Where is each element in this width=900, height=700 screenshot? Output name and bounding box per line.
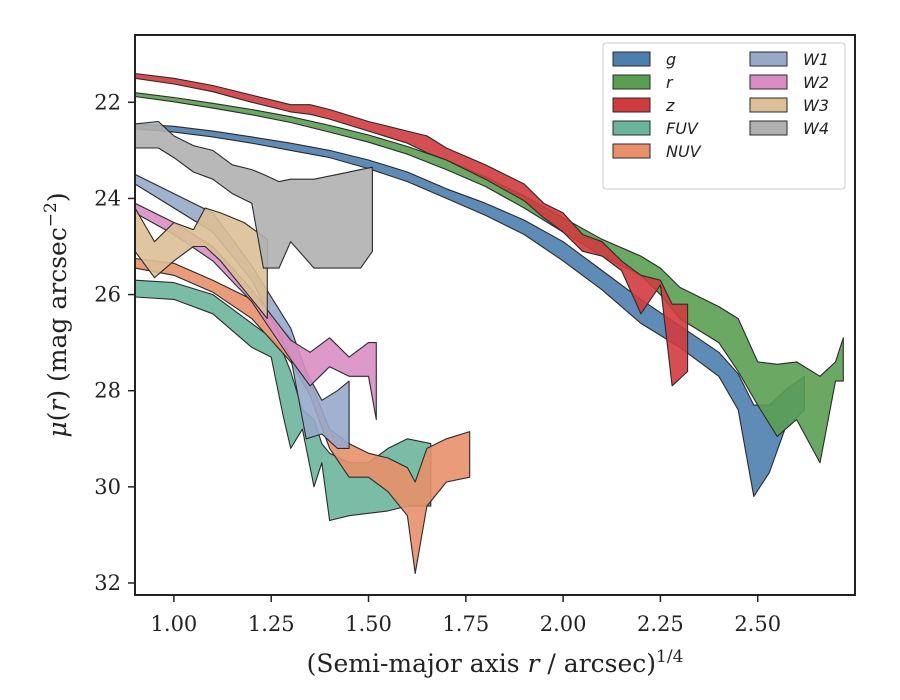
legend-label-w3: W3 [803, 96, 829, 115]
y-tick-label: 28 [94, 379, 121, 403]
y-axis-label-exponent: −2 [41, 202, 61, 227]
x-tick-label: 2.25 [637, 612, 684, 636]
x-tick-label: 2.50 [734, 612, 781, 636]
series-band-w3 [134, 207, 268, 320]
legend-label-w4: W4 [803, 119, 829, 138]
axes-frame [134, 34, 856, 596]
legend-swatch-r [612, 74, 651, 90]
legend-label-z: z [665, 96, 675, 115]
legend-label-nuv: NUV [666, 142, 702, 161]
y-axis-label: μ(r) (mag arcsec−2) [41, 192, 72, 437]
y-axis-ticks: 22 24 26 28 30 32 [94, 90, 135, 595]
x-tick-label: 1.25 [248, 612, 295, 636]
x-axis-label-part: / arcsec) [539, 649, 656, 678]
y-tick-label: 32 [94, 571, 121, 595]
x-axis-label-exponent: 1/4 [656, 647, 683, 667]
legend-swatch-z [612, 97, 651, 113]
legend-swatch-w3 [749, 97, 788, 113]
x-axis-label-part: (Semi-major axis [307, 649, 528, 678]
legend-label-w1: W1 [803, 50, 829, 69]
series-band-fuv [134, 279, 432, 522]
x-axis-label-variable: r [528, 649, 542, 678]
legend-swatch-w4 [749, 120, 788, 136]
x-axis-ticks: 1.00 1.25 1.50 1.75 2.00 2.25 2.50 [151, 595, 781, 636]
legend: grz FUV NUV W1 W2 W3 W4 [602, 42, 846, 190]
legend-swatch-g [612, 51, 651, 67]
series-band-z [134, 72, 689, 387]
x-tick-label: 2.00 [540, 612, 587, 636]
x-tick-label: 1.50 [345, 612, 392, 636]
y-tick-label: 30 [94, 475, 121, 499]
x-axis-label: (Semi-major axis r / arcsec)1/4 [307, 647, 684, 678]
legend-label-fuv: FUV [666, 119, 699, 138]
x-tick-label: 1.00 [151, 612, 198, 636]
legend-swatch-nuv [612, 143, 651, 159]
legend-swatch-fuv [612, 120, 651, 136]
series-band-w4 [134, 120, 373, 269]
y-axis-label-part: ) (mag arcsec [43, 227, 72, 400]
legend-label-r: r [666, 73, 674, 92]
legend-swatch-w2 [749, 74, 788, 90]
legend-swatch-w1 [749, 51, 788, 67]
legend-label-w2: W2 [803, 73, 829, 92]
legend-label-g: g [666, 50, 676, 69]
y-tick-label: 26 [94, 283, 121, 307]
y-tick-label: 24 [94, 186, 121, 210]
y-axis-label-part: ) [43, 192, 72, 202]
plot-area [134, 72, 844, 574]
y-axis-label-variable: r [43, 398, 72, 412]
y-axis-label-symbol: μ [43, 421, 72, 437]
y-tick-label: 22 [94, 90, 121, 114]
y-axis-label-part: ( [43, 412, 72, 422]
x-tick-label: 1.75 [442, 612, 489, 636]
